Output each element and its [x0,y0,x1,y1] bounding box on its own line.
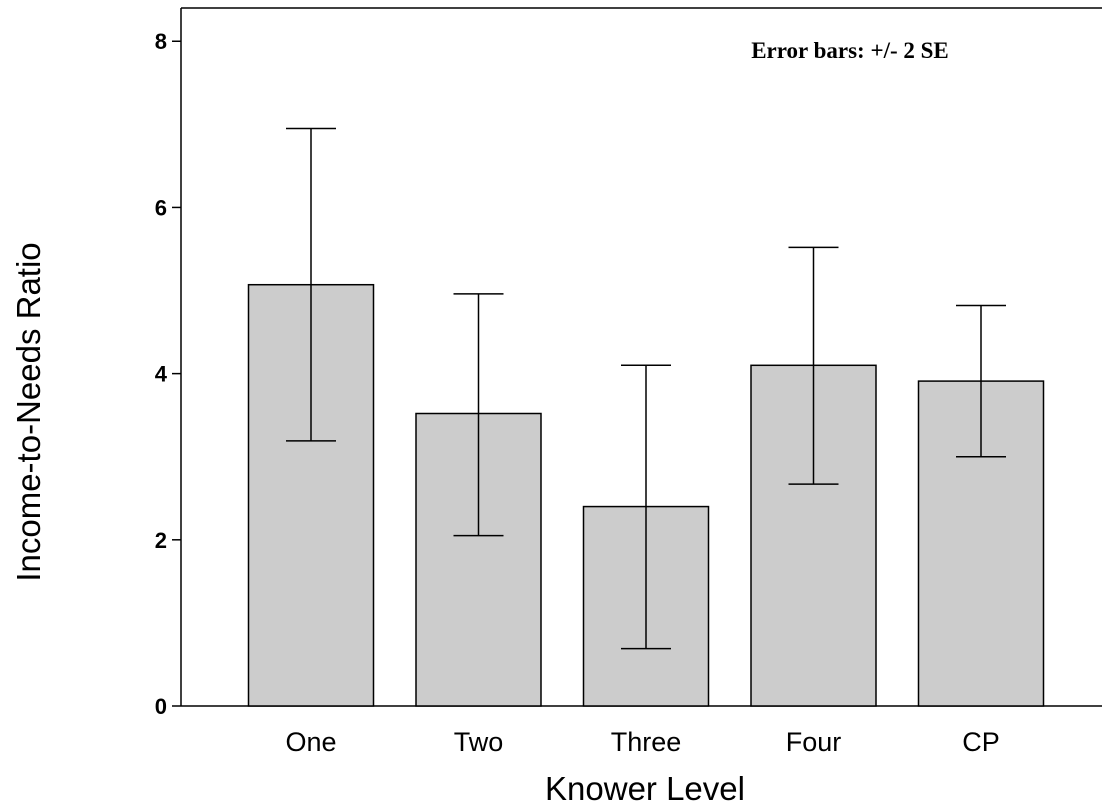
error-bars-note: Error bars: +/- 2 SE [751,38,949,63]
x-axis-title: Knower Level [545,770,745,807]
error-bars [286,127,1006,650]
y-tick-label: 8 [155,29,167,54]
x-tick-label-cp: CP [962,727,1000,757]
y-tick-label: 2 [155,528,167,553]
error-bar-one [286,127,336,442]
error-bar-two [453,293,504,537]
error-bar-four [788,246,839,485]
x-tick-label-two: Two [454,727,504,757]
x-tick-label-three: Three [611,727,682,757]
y-axis-title: Income-to-Needs Ratio [10,242,47,581]
y-tick-label: 0 [155,694,167,719]
x-tick-label-one: One [285,727,336,757]
error-bar-three [621,364,671,650]
error-bar-cp [956,304,1006,458]
x-axis-ticks: One Two Three Four CP [285,727,999,757]
bars [247,283,1045,707]
y-axis-ticks: 0 2 4 6 8 [155,29,181,719]
y-tick-label: 6 [155,195,167,220]
x-tick-label-four: Four [786,727,842,757]
y-tick-label: 4 [155,362,168,387]
